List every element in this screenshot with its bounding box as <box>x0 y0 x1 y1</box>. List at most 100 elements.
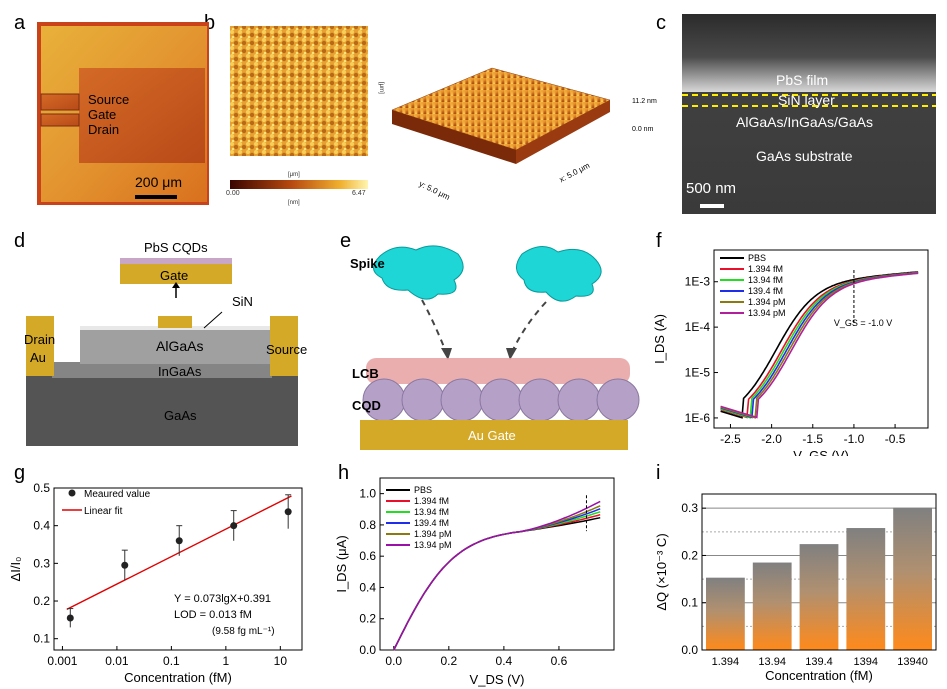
afm-2d-map <box>230 26 368 189</box>
y-axis-label: I_DS (μA) <box>334 535 349 592</box>
panel-label-i: i <box>656 462 661 484</box>
spike-label: Spike <box>350 256 385 271</box>
device-micrograph <box>37 22 209 205</box>
data-point <box>66 614 74 622</box>
data-point <box>175 537 183 545</box>
afm-y-unit: [μm] <box>378 82 384 94</box>
plot-frame <box>53 487 303 651</box>
x-tick-label: 13.94 <box>758 656 786 668</box>
legend-label: 13.94 pM <box>414 540 452 550</box>
y-tick-label: 0.8 <box>359 518 376 532</box>
gaas-label: GaAs <box>164 408 197 423</box>
au-label: Au <box>30 350 46 365</box>
sem-scale-bar <box>700 204 724 208</box>
ingaas-label: InGaAs <box>158 364 202 379</box>
legend-label: Linear fit <box>84 506 123 517</box>
y-axis-label: ΔI/I₀ <box>8 557 23 582</box>
substrate-label: GaAs substrate <box>756 148 853 164</box>
sin-layer-label: SiN layer <box>778 92 835 108</box>
cqd-e-label: CQD <box>352 398 381 413</box>
y-tick-label: 0.6 <box>359 549 376 563</box>
panel-label-f: f <box>656 230 662 252</box>
lcb-label: LCB <box>352 366 379 381</box>
cbar-unit: [nm] <box>288 200 300 206</box>
x-tick-label: 1 <box>223 654 230 668</box>
plot-frame <box>379 477 615 651</box>
data-point <box>230 522 238 530</box>
y-tick-label: 1E-4 <box>685 320 711 334</box>
y-tick-label: 0.2 <box>359 612 376 626</box>
output-curve-1394pM <box>393 500 601 651</box>
drain-label: Drain <box>88 122 120 137</box>
x-tick-label: 10 <box>274 654 288 668</box>
gate-label: Gate <box>88 107 117 122</box>
legend-label: PBS <box>414 485 432 495</box>
y-tick-label: 0.5 <box>33 481 50 495</box>
x-axis-label: V_DS (V) <box>470 672 525 687</box>
y-tick-label: 0.2 <box>681 548 698 562</box>
x-tick-label: 13940 <box>897 656 928 668</box>
y-tick-label: 0.1 <box>681 596 698 610</box>
cqd-label: PbS CQDs <box>144 240 208 255</box>
y-tick-label: 1E-6 <box>685 411 711 425</box>
panel-label-a: a <box>14 12 26 34</box>
y-tick-label: 0.2 <box>33 594 50 608</box>
transfer-curve-chart: -2.5 -2.0 -1.5 -1.0 -0.5 1E-6 1E-5 1E-4 1E-3 V_GS… <box>652 249 929 456</box>
y-tick-label: 0.4 <box>359 580 376 594</box>
x-tick-label: 1.394 <box>712 656 740 668</box>
afm-3d-surface <box>391 67 611 164</box>
bar <box>846 528 886 650</box>
scale-bar <box>135 195 177 199</box>
panel-label-g: g <box>14 462 26 484</box>
legend-label: 1.394 pM <box>748 297 786 307</box>
x-tick-label: 1394 <box>854 656 878 668</box>
x-tick-label: -0.5 <box>885 432 906 446</box>
bar <box>799 544 839 650</box>
y-axis-label: I_DS (A) <box>652 314 667 364</box>
bar <box>706 577 745 650</box>
x-tick-label: 0.01 <box>105 654 129 668</box>
y-tick-label: 0.0 <box>681 643 698 657</box>
lcb-layer <box>366 358 630 384</box>
sem-scale-label: 500 nm <box>686 180 737 197</box>
y-tick-label: 1E-3 <box>685 275 711 289</box>
panel-label-e: e <box>340 230 352 252</box>
x-tick-label: 0.001 <box>47 654 77 668</box>
algaas-label: AlGaAs <box>156 338 204 354</box>
spike-protein-left <box>373 245 464 300</box>
y-axis-label: ΔQ (×10⁻³ C) <box>654 533 669 610</box>
y-tick-label: 0.3 <box>681 501 698 515</box>
source-label: Source <box>88 92 130 107</box>
z-top: 11.2 nm <box>632 98 657 105</box>
sem-cross-section <box>682 14 936 214</box>
panel-label-d: d <box>14 230 26 252</box>
sensing-schematic <box>360 245 640 450</box>
charge-bar-chart: 1.394 13.94 139.4 1394 13940 0.0 0.1 0.2 0.3 Conc… <box>654 493 937 683</box>
legend-marker <box>68 489 76 497</box>
au-gate-bar <box>360 420 628 450</box>
x-tick-label: 0.2 <box>440 654 457 668</box>
gate-schematic-label: Gate <box>160 268 189 283</box>
data-point <box>284 508 292 516</box>
legend-label: 1.394 fM <box>748 264 783 274</box>
y-tick-label: 0.3 <box>33 556 50 570</box>
lod-value: LOD = 0.013 fM <box>174 609 252 621</box>
y-tick-label: 1.0 <box>359 487 376 501</box>
cqd-layer <box>362 378 640 422</box>
output-curve-chart: 0.0 0.2 0.4 0.6 0.0 0.2 0.4 0.6 0.8 1.0 V_DS (V) I_… <box>334 477 615 687</box>
legend-label: 13.94 fM <box>748 275 783 285</box>
sin-label: SiN <box>232 294 253 309</box>
afm-x-unit: [μm] <box>288 172 300 178</box>
x-tick-label: -2.0 <box>761 432 782 446</box>
bar <box>752 562 792 650</box>
y-tick-label: 1E-5 <box>685 366 711 380</box>
transfer-curve-1394pM <box>720 272 919 419</box>
legend-label: 13.94 fM <box>414 507 449 517</box>
plot-frame <box>701 493 937 651</box>
bar <box>893 507 932 650</box>
x-tick-label: 139.4 <box>805 656 833 668</box>
panel-label-c: c <box>656 12 666 34</box>
panel-label-h: h <box>338 462 350 484</box>
scale-label-a: 200 μm <box>135 174 182 190</box>
x-tick-label: -2.5 <box>720 432 741 446</box>
